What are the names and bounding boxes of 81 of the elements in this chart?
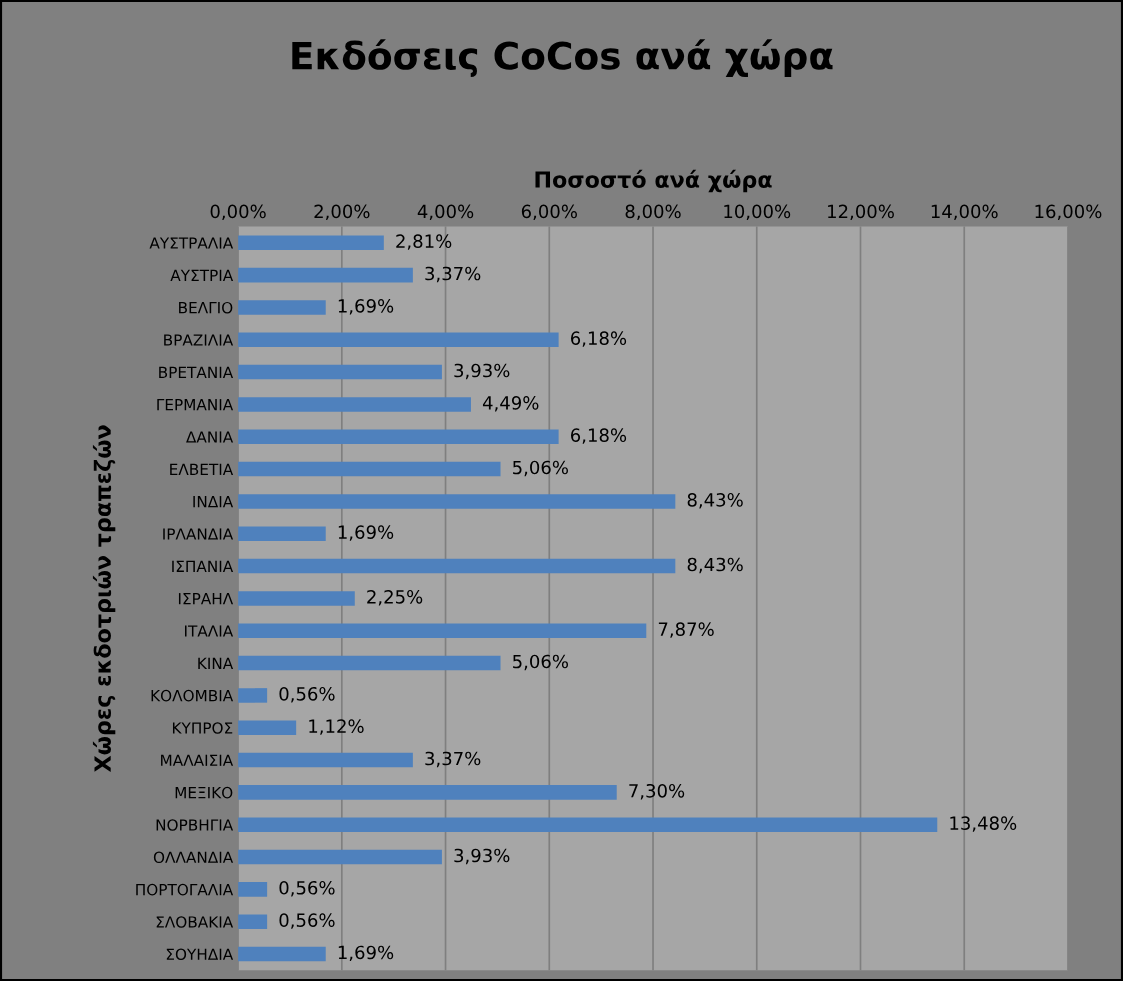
- bar: [238, 914, 268, 929]
- data-label: 2,25%: [367, 589, 423, 606]
- x-tick-label: 12,00%: [828, 204, 894, 221]
- y-tick-label: ΜΕΞΙΚΟ: [175, 786, 233, 799]
- y-tick-label: ΠΟΡΤΟΓΑΛΙΑ: [136, 883, 234, 896]
- y-tick-label: ΒΡΑΖΙΛΙΑ: [164, 334, 234, 346]
- data-label: 13,48%: [950, 816, 1017, 832]
- y-tick-label: ΣΟΥΗΔΙΑ: [166, 948, 234, 961]
- data-label: 8,43%: [687, 557, 743, 574]
- y-tick-label: ΔΑΝΙΑ: [186, 431, 234, 443]
- data-label: 0,56%: [279, 913, 335, 929]
- x-tick-label: 16,00%: [1035, 204, 1102, 221]
- y-tick-label: ΚΟΛΟΜΒΙΑ: [151, 689, 234, 702]
- y-tick-label: ΜΑΛΑΙΣΙΑ: [161, 754, 234, 766]
- bar: [238, 300, 326, 315]
- y-tick-label: ΙΣΡΑΗΛ: [178, 593, 234, 605]
- bar: [238, 688, 268, 703]
- x-tick-label: 2,00%: [314, 204, 370, 221]
- bar: [238, 332, 559, 348]
- bar: [238, 397, 471, 412]
- data-label: 4,49%: [482, 396, 539, 412]
- y-tick-label: ΑΥΣΤΡΑΛΙΑ: [149, 237, 234, 249]
- y-tick-label: ΝΟΡΒΗΓΙΑ: [156, 819, 234, 831]
- bar: [238, 235, 384, 251]
- y-axis-title: Χώρες εκδοτριών τραπεζών: [92, 425, 116, 773]
- data-label: 1,69%: [338, 299, 394, 315]
- bar: [238, 946, 326, 962]
- data-label: 8,43%: [687, 493, 743, 509]
- data-label: 1,69%: [338, 525, 394, 541]
- x-tick-label: 0,00%: [210, 204, 266, 221]
- data-label: 3,37%: [425, 751, 481, 768]
- x-tick-label: 10,00%: [724, 204, 791, 221]
- y-tick-label: ΑΥΣΤΡΙΑ: [170, 269, 234, 281]
- data-label: 7,87%: [658, 622, 714, 638]
- data-label: 7,30%: [629, 783, 685, 800]
- y-tick-label: ΚΥΠΡΟΣ: [172, 722, 233, 734]
- y-tick-label: ΙΡΛΑΝΔΙΑ: [163, 528, 234, 540]
- y-tick-label: ΙΝΔΙΑ: [193, 496, 234, 508]
- bar: [238, 817, 938, 832]
- x-tick-label: 14,00%: [931, 204, 998, 221]
- bar: [238, 494, 676, 509]
- y-tick-label: ΒΕΛΓΙΟ: [179, 301, 233, 314]
- y-tick-label: ΒΡΕΤΑΝΙΑ: [159, 366, 234, 378]
- x-tick-label: 8,00%: [625, 204, 681, 221]
- bar: [238, 364, 442, 380]
- chart-title: Εκδόσεις CoCos ανά χώρα: [292, 39, 833, 78]
- bar: [238, 461, 501, 477]
- data-label: 0,56%: [279, 686, 335, 703]
- x-tick-label: 6,00%: [521, 204, 577, 221]
- data-label: 1,69%: [338, 945, 394, 962]
- data-label: 2,81%: [396, 234, 452, 250]
- data-label: 5,06%: [513, 460, 568, 477]
- data-label: 3,37%: [425, 266, 481, 283]
- data-label: 1,12%: [309, 719, 364, 735]
- y-tick-label: ΙΣΠΑΝΙΑ: [172, 560, 234, 572]
- bar: [238, 267, 413, 283]
- x-axis-title: Ποσοστό ανά χώρα: [535, 169, 772, 193]
- data-label: 3,93%: [454, 363, 510, 380]
- bar: [238, 655, 501, 671]
- bar: [238, 785, 617, 800]
- y-tick-label: ΓΕΡΜΑΝΙΑ: [157, 399, 234, 411]
- data-label: 6,18%: [571, 428, 627, 444]
- bar: [238, 849, 442, 865]
- bar: [238, 526, 326, 542]
- bar: [238, 591, 355, 606]
- y-tick-label: ΚΙΝΑ: [198, 657, 234, 669]
- y-tick-label: ΣΛΟΒΑΚΙΑ: [156, 916, 234, 928]
- y-tick-label: ΕΛΒΕΤΙΑ: [170, 463, 234, 475]
- bar: [238, 720, 297, 736]
- bar: [238, 882, 268, 897]
- bar: [238, 752, 413, 768]
- data-label: 3,93%: [454, 848, 510, 865]
- y-tick-label: ΟΛΛΑΝΔΙΑ: [153, 851, 234, 864]
- data-label: 6,18%: [571, 331, 627, 347]
- data-label: 5,06%: [513, 654, 568, 671]
- bar: [238, 429, 559, 445]
- y-tick-label: ΙΤΑΛΙΑ: [185, 625, 234, 637]
- bar: [238, 558, 676, 574]
- bar: [238, 623, 647, 639]
- x-tick-label: 4,00%: [417, 204, 474, 221]
- data-label: 0,56%: [279, 880, 335, 897]
